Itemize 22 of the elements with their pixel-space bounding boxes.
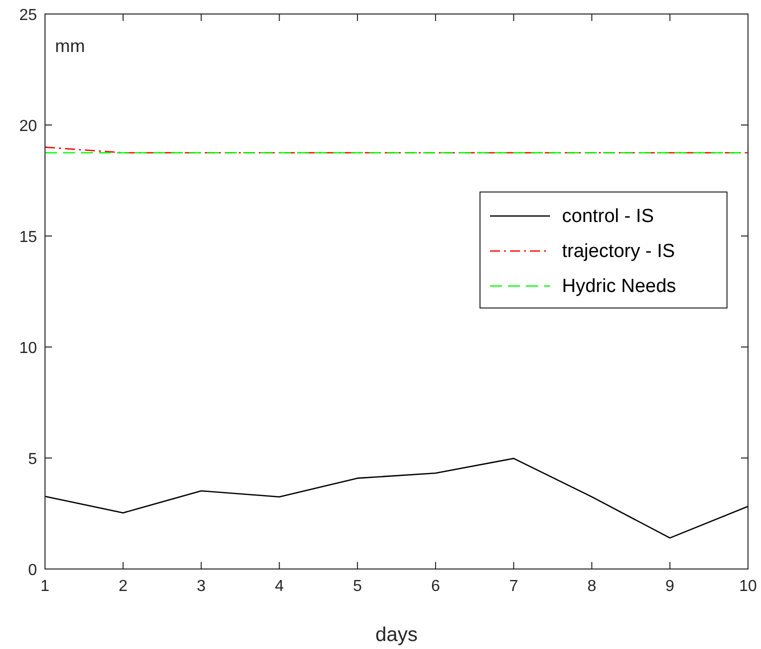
x-tick-label: 6 (431, 578, 440, 595)
y-tick-label: 20 (19, 118, 38, 135)
y-tick-label: 15 (19, 229, 38, 246)
x-tick-label: 9 (665, 578, 674, 595)
x-tick-label: 1 (40, 578, 50, 595)
legend-label: trajectory - IS (562, 241, 675, 262)
x-tick-label: 8 (587, 578, 596, 595)
y-axis-title: mm (55, 36, 85, 56)
line-series (44, 458, 749, 539)
x-tick-label: 3 (196, 578, 206, 595)
x-tick-label: 10 (739, 578, 757, 595)
y-tick-label: 0 (28, 562, 38, 579)
legend-label: Hydric Needs (562, 276, 676, 297)
y-tick-label: 25 (19, 7, 38, 24)
y-tick-label: 10 (19, 340, 38, 357)
x-tick-label: 5 (352, 578, 362, 595)
y-tick-label: 5 (28, 451, 38, 468)
x-tick-label: 2 (118, 578, 128, 595)
x-tick-label: 7 (509, 578, 518, 595)
x-tick-label: 4 (274, 578, 284, 595)
x-axis-title: days (375, 624, 418, 646)
legend-label: control - IS (562, 206, 654, 227)
